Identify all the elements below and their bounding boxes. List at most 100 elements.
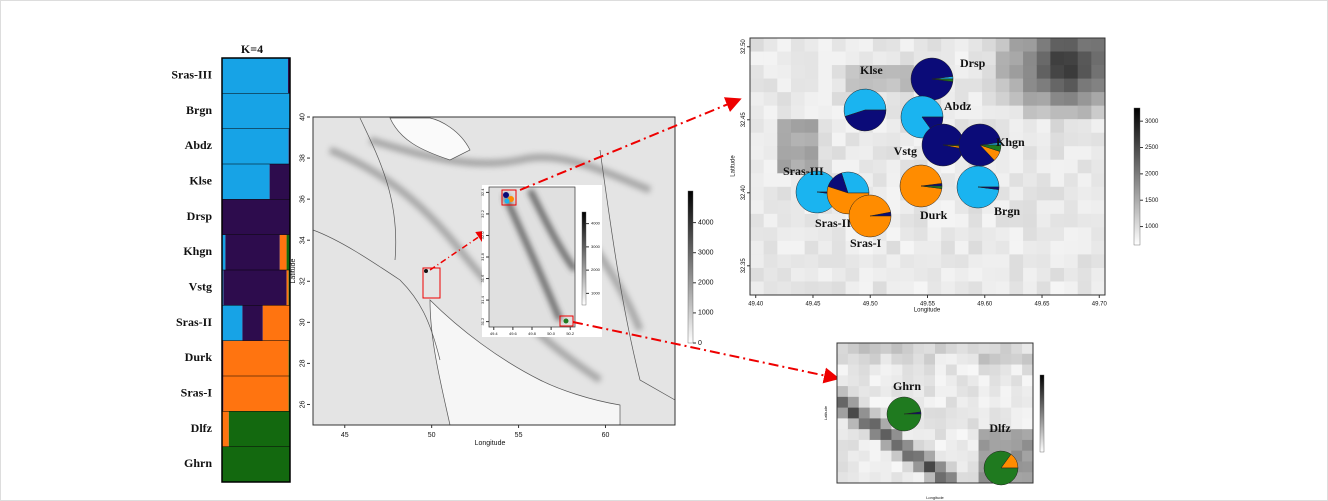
raster-cell: [1037, 173, 1051, 187]
raster-cell: [900, 241, 914, 255]
population-label: Khgn: [183, 244, 212, 258]
raster-cell: [805, 65, 819, 79]
y-axis-label: Latitude: [823, 405, 828, 420]
raster-cell: [1078, 200, 1092, 214]
raster-cell: [1009, 119, 1023, 133]
y-tick-label: 38: [300, 154, 307, 162]
raster-cell: [818, 268, 832, 282]
raster-cell: [1037, 268, 1051, 282]
raster-cell: [1009, 281, 1023, 295]
raster-cell: [1091, 119, 1105, 133]
raster-cell: [1023, 187, 1037, 201]
raster-cell: [870, 343, 881, 354]
raster-cell: [891, 440, 902, 451]
raster-cell: [873, 38, 887, 52]
raster-cell: [805, 268, 819, 282]
raster-cell: [750, 268, 764, 282]
raster-cell: [1037, 38, 1051, 52]
pie-label: Sras-II: [815, 216, 851, 230]
raster-cell: [848, 365, 859, 376]
raster-cell: [914, 254, 928, 268]
raster-cell: [979, 429, 990, 440]
raster-cell: [914, 268, 928, 282]
raster-cell: [1050, 227, 1064, 241]
raster-cell: [837, 408, 848, 419]
raster-cell: [1023, 146, 1037, 160]
raster-cell: [996, 106, 1010, 120]
x-tick-label: 49.55: [920, 302, 936, 308]
raster-cell: [902, 365, 913, 376]
raster-cell: [750, 79, 764, 93]
x-tick-label: 49.40: [748, 302, 764, 308]
raster-cell: [1064, 173, 1078, 187]
pie-label: Sras-III: [783, 164, 824, 178]
raster-cell: [1091, 52, 1105, 66]
raster-cell: [1011, 440, 1022, 451]
raster-cell: [859, 354, 870, 365]
raster-cell: [846, 146, 860, 160]
raster-cell: [848, 440, 859, 451]
structure-segment: [222, 58, 288, 93]
raster-cell: [1078, 241, 1092, 255]
raster-cell: [848, 418, 859, 429]
raster-cell: [946, 408, 957, 419]
raster-cell: [777, 187, 791, 201]
raster-cell: [928, 268, 942, 282]
colorbar-tick-label: 2000: [698, 280, 714, 287]
raster-cell: [1011, 365, 1022, 376]
inset-dot: [505, 199, 510, 204]
raster-cell: [818, 254, 832, 268]
raster-cell: [1037, 227, 1051, 241]
raster-cell: [935, 397, 946, 408]
raster-cell: [764, 52, 778, 66]
raster-cell: [870, 461, 881, 472]
raster-cell: [791, 214, 805, 228]
raster-cell: [1050, 119, 1064, 133]
x-tick-label: 49.70: [1092, 302, 1108, 308]
raster-cell: [996, 119, 1010, 133]
raster-cell: [848, 472, 859, 483]
raster-cell: [832, 241, 846, 255]
raster-cell: [1000, 354, 1011, 365]
population-label: Klse: [189, 173, 212, 187]
raster-cell: [873, 160, 887, 174]
raster-cell: [900, 52, 914, 66]
raster-cell: [935, 472, 946, 483]
raster-cell: [957, 354, 968, 365]
raster-cell: [1050, 268, 1064, 282]
raster-cell: [764, 200, 778, 214]
raster-cell: [1078, 254, 1092, 268]
raster-cell: [1022, 418, 1033, 429]
raster-cell: [946, 440, 957, 451]
raster-cell: [1022, 408, 1033, 419]
raster-cell: [791, 241, 805, 255]
raster-cell: [1022, 354, 1033, 365]
raster-cell: [913, 343, 924, 354]
raster-cell: [968, 343, 979, 354]
raster-cell: [1023, 160, 1037, 174]
structure-segment: [242, 305, 262, 340]
raster-cell: [935, 365, 946, 376]
raster-cell: [935, 451, 946, 462]
raster-cell: [887, 92, 901, 106]
raster-cell: [900, 281, 914, 295]
raster-cell: [1037, 254, 1051, 268]
raster-cell: [982, 92, 996, 106]
raster-cell: [1091, 281, 1105, 295]
raster-cell: [1037, 133, 1051, 147]
raster-cell: [1091, 133, 1105, 147]
raster-cell: [957, 343, 968, 354]
raster-cell: [848, 343, 859, 354]
raster-cell: [924, 418, 935, 429]
raster-cell: [957, 440, 968, 451]
raster-cell: [832, 146, 846, 160]
raster-cell: [924, 386, 935, 397]
structure-segment: [223, 341, 288, 376]
raster-cell: [1023, 65, 1037, 79]
raster-cell: [946, 397, 957, 408]
raster-cell: [946, 343, 957, 354]
structure-segment: [225, 235, 279, 270]
raster-cell: [818, 119, 832, 133]
raster-cell: [1023, 254, 1037, 268]
raster-cell: [924, 343, 935, 354]
